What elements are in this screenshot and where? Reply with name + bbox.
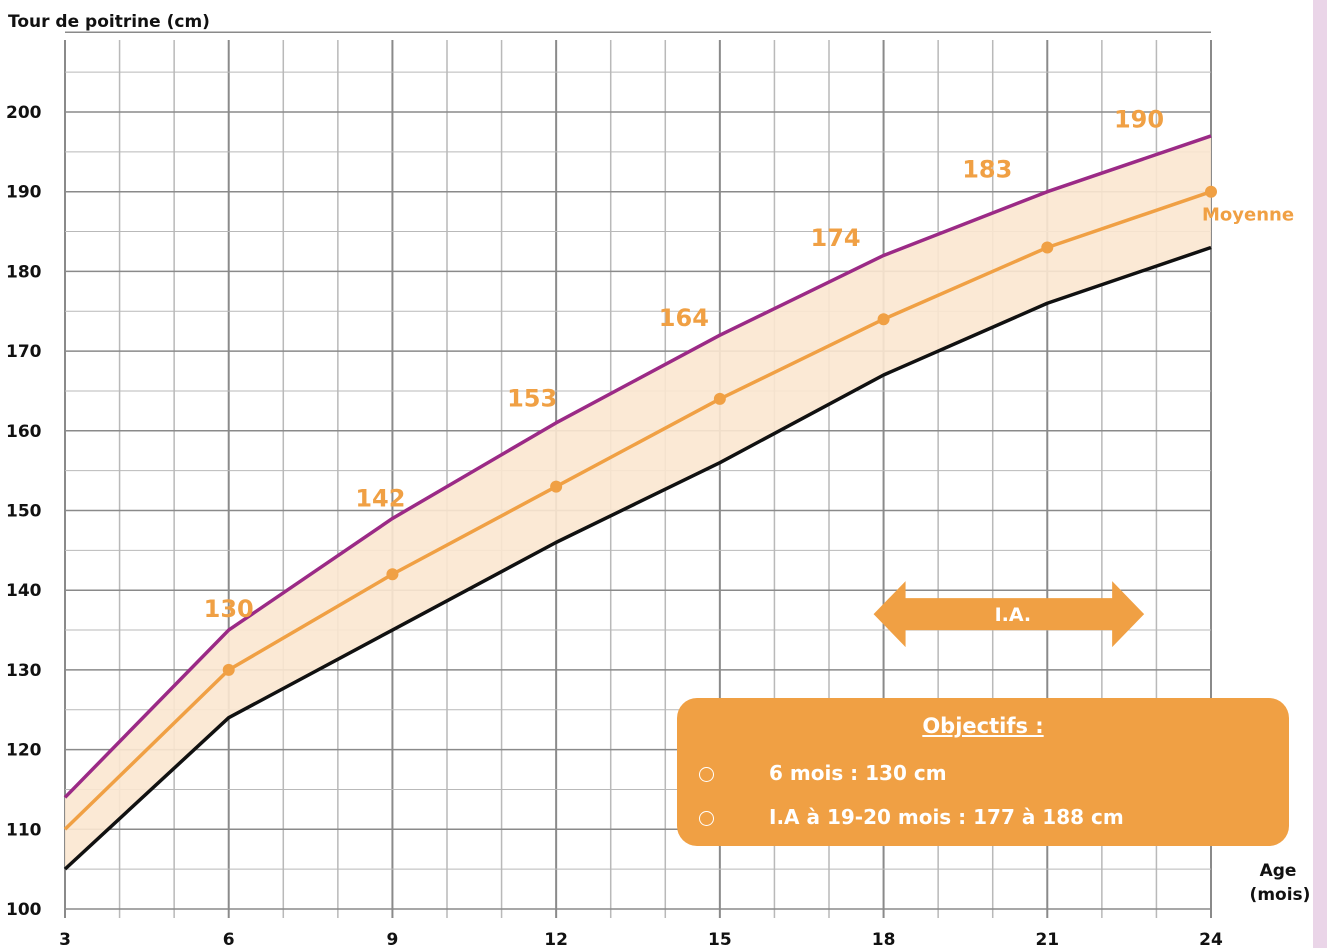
objective-item: 6 mois : 130 cm (699, 761, 947, 785)
objective-text: 6 mois : 130 cm (769, 761, 947, 785)
mean-markers (222, 185, 1217, 676)
x-axis-title-line2: (mois) (1250, 885, 1311, 905)
data-labels: 130 142 153 164 174 183 190 (204, 106, 1164, 623)
data-label: 183 (962, 155, 1012, 183)
side-strip (1313, 0, 1327, 948)
y-tick-label: 190 (6, 183, 42, 203)
x-tick-label: 24 (1199, 930, 1223, 948)
y-tick-label: 100 (6, 900, 42, 920)
data-label: 174 (811, 224, 861, 252)
mean-series-label: Moyenne (1202, 205, 1294, 226)
x-tick-label: 9 (387, 930, 399, 948)
lower-limit-line (63, 245, 1212, 871)
data-label: 142 (355, 484, 405, 512)
y-tick-label: 170 (6, 342, 42, 362)
x-tick-label: 12 (544, 930, 568, 948)
circle-bullet-icon (699, 811, 714, 826)
mean-point (386, 568, 399, 581)
ia-arrow-label: I.A. (995, 604, 1032, 626)
double-arrow-icon (873, 581, 1145, 648)
data-label: 190 (1114, 106, 1164, 134)
mean-point (713, 392, 726, 405)
y-tick-label: 120 (6, 741, 42, 761)
mean-point (222, 663, 235, 676)
objective-item: I.A à 19-20 mois : 177 à 188 cm (699, 805, 1124, 829)
mean-line (63, 190, 1212, 831)
chart-series (63, 134, 1212, 871)
y-axis-title: Tour de poitrine (cm) (8, 12, 210, 32)
upper-limit-line (63, 134, 1212, 799)
mean-point (1205, 185, 1217, 198)
objectives-box: Objectifs : 6 mois : 130 cm I.A à 19-20 … (677, 698, 1289, 846)
y-tick-label: 160 (6, 422, 42, 442)
ia-arrow: I.A. (873, 581, 1145, 648)
y-tick-label: 130 (6, 661, 42, 681)
data-label: 164 (659, 304, 709, 332)
data-label: 130 (204, 595, 254, 623)
data-label: 153 (507, 385, 557, 413)
x-tick-label: 15 (708, 930, 732, 948)
y-tick-label: 180 (6, 262, 42, 282)
y-axis-ticks: 100 110 120 130 140 150 160 170 180 190 200 (6, 103, 42, 920)
x-tick-label: 3 (59, 930, 71, 948)
y-tick-label: 200 (6, 103, 42, 123)
x-axis-title-line1: Age (1260, 861, 1297, 881)
mean-point (550, 480, 563, 493)
x-tick-label: 6 (223, 930, 235, 948)
y-tick-label: 110 (6, 820, 42, 840)
objective-text: I.A à 19-20 mois : 177 à 188 cm (769, 805, 1124, 829)
y-tick-label: 150 (6, 502, 42, 522)
x-tick-label: 21 (1035, 930, 1059, 948)
y-tick-label: 140 (6, 581, 42, 601)
x-tick-label: 18 (872, 930, 896, 948)
objectives-title: Objectifs : (922, 714, 1044, 738)
mean-point (1041, 241, 1054, 254)
circle-bullet-icon (699, 767, 714, 782)
x-axis-ticks: 3 6 9 12 15 18 21 24 (59, 930, 1223, 948)
mean-point (877, 313, 890, 326)
